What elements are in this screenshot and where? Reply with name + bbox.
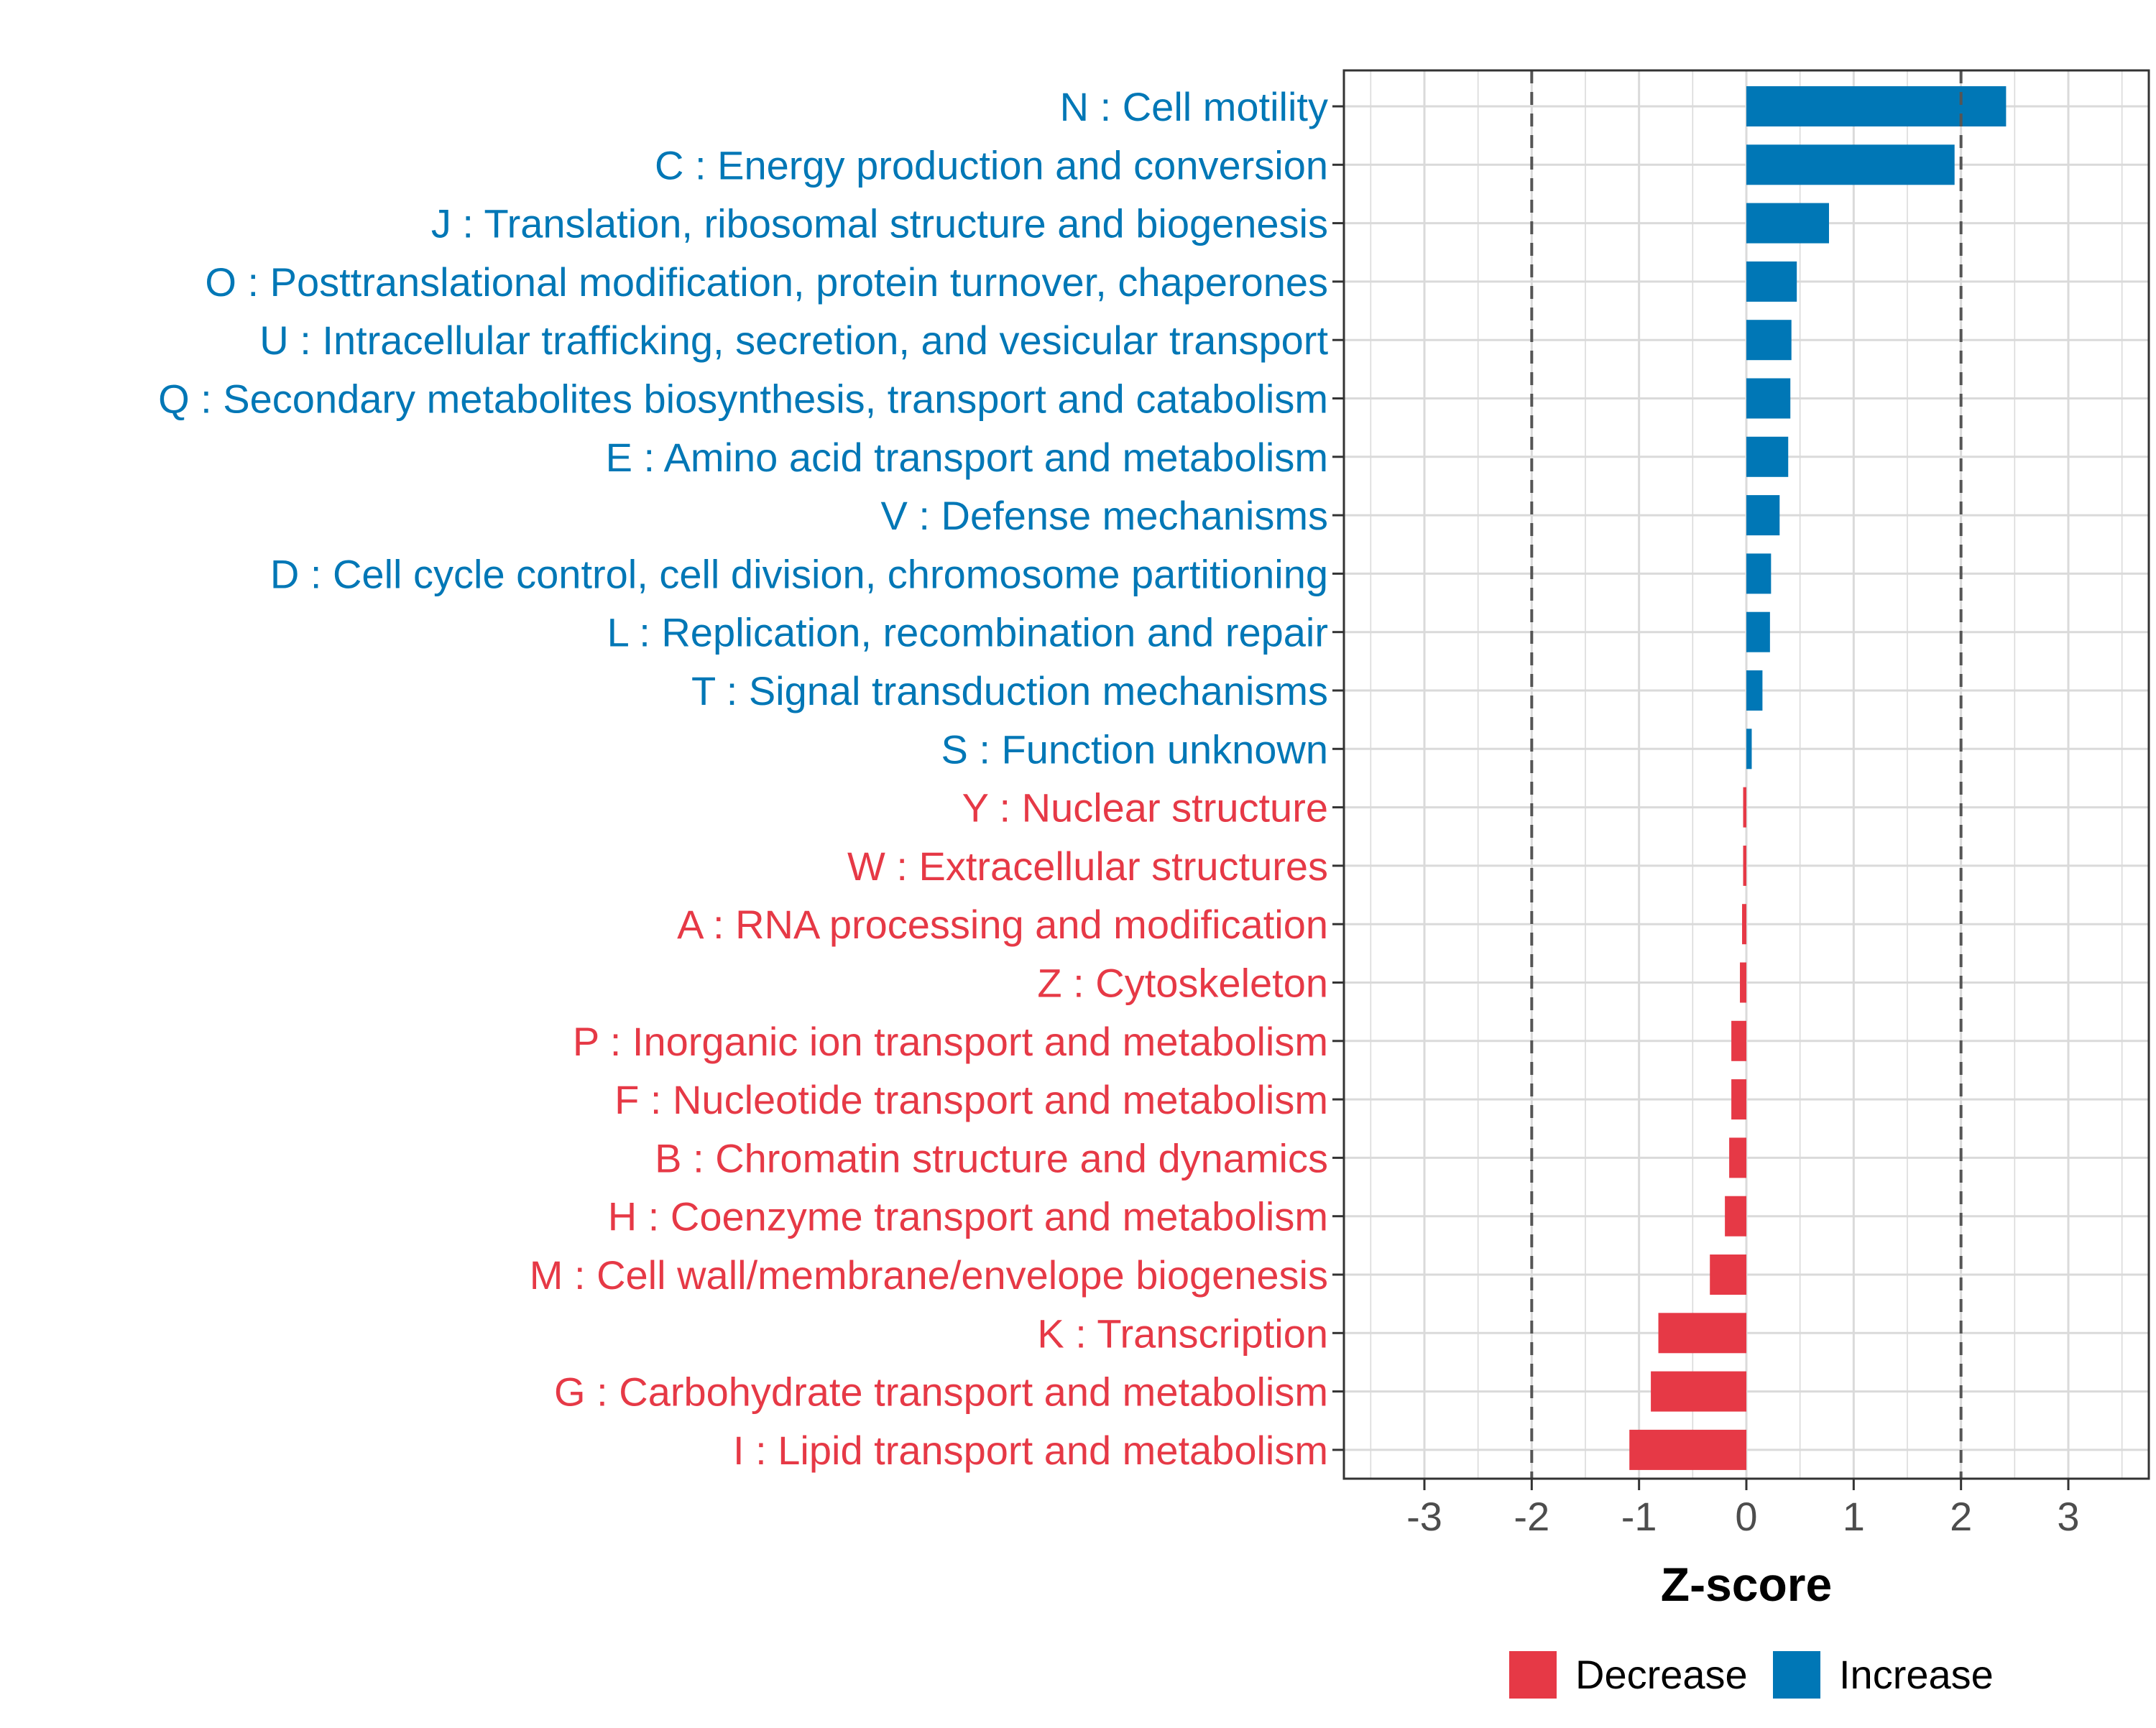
x-axis-title: Z-score [1661, 1558, 1832, 1611]
bar [1725, 1196, 1746, 1237]
category-label: Y : Nuclear structure [962, 785, 1328, 831]
legend: Decrease Increase [1509, 1651, 1994, 1699]
legend-swatch [1509, 1651, 1557, 1699]
category-label: E : Amino acid transport and metabolism [606, 435, 1328, 480]
bar [1743, 845, 1746, 886]
category-label: S : Function unknown [941, 726, 1328, 772]
category-label: G : Carbohydrate transport and metabolis… [554, 1369, 1328, 1415]
legend-label: Increase [1839, 1652, 1994, 1697]
category-label: H : Coenzyme transport and metabolism [608, 1194, 1328, 1239]
category-label: T : Signal transduction mechanisms [691, 668, 1328, 713]
bar [1746, 203, 1829, 244]
x-tick-label: 3 [2057, 1494, 2079, 1539]
bar [1729, 1137, 1746, 1178]
x-tick-label: -1 [1621, 1494, 1657, 1539]
bar [1746, 436, 1789, 477]
x-tick-label: 2 [1950, 1494, 1972, 1539]
bar [1746, 378, 1791, 419]
bar [1746, 86, 2007, 126]
bar [1740, 962, 1746, 1003]
x-tick-label: 0 [1735, 1494, 1757, 1539]
category-label: U : Intracellular trafficking, secretion… [259, 318, 1328, 363]
category-label: J : Translation, ribosomal structure and… [431, 201, 1328, 246]
legend-swatch [1773, 1651, 1820, 1699]
bar [1746, 611, 1770, 652]
bar [1746, 495, 1780, 536]
x-tick-label: 1 [1843, 1494, 1865, 1539]
bar [1731, 1079, 1746, 1120]
bar [1742, 904, 1746, 945]
bar [1746, 144, 1955, 185]
bar [1746, 670, 1763, 711]
category-label: P : Inorganic ion transport and metaboli… [573, 1019, 1328, 1064]
x-axis: -3 -2 -1 0 1 2 3 [1406, 1479, 2080, 1539]
bar [1746, 320, 1792, 361]
category-label: D : Cell cycle control, cell division, c… [270, 551, 1328, 596]
bars-layer [1629, 86, 2007, 1470]
bar [1629, 1429, 1746, 1470]
category-label: O : Posttranslational modification, prot… [205, 259, 1328, 305]
category-label: B : Chromatin structure and dynamics [655, 1135, 1328, 1181]
category-label: N : Cell motility [1060, 84, 1328, 129]
bar [1743, 787, 1746, 828]
x-tick-label: -3 [1406, 1494, 1442, 1539]
bar [1731, 1020, 1746, 1061]
category-label: Q : Secondary metabolites biosynthesis, … [158, 376, 1328, 422]
category-label: Z : Cytoskeleton [1037, 961, 1328, 1006]
bar [1746, 261, 1797, 302]
category-label: F : Nucleotide transport and metabolism [614, 1077, 1328, 1122]
category-label: A : RNA processing and modification [677, 902, 1328, 947]
bar [1746, 729, 1752, 770]
category-label: I : Lipid transport and metabolism [733, 1428, 1328, 1473]
x-tick-label: -2 [1514, 1494, 1549, 1539]
category-label: K : Transcription [1037, 1311, 1328, 1356]
category-label: W : Extracellular structures [847, 844, 1328, 889]
category-label: V : Defense mechanisms [881, 493, 1328, 538]
legend-label: Decrease [1575, 1652, 1748, 1697]
bar [1658, 1313, 1746, 1354]
category-label: M : Cell wall/membrane/envelope biogenes… [530, 1252, 1328, 1298]
category-label: C : Energy production and conversion [655, 142, 1328, 188]
bar [1746, 553, 1772, 594]
category-label: L : Replication, recombination and repai… [607, 610, 1328, 655]
reference-lines [1530, 70, 1963, 1479]
category-axis: N : Cell motility C : Energy production a… [158, 84, 1344, 1473]
bar [1651, 1371, 1746, 1412]
bar [1710, 1255, 1746, 1295]
